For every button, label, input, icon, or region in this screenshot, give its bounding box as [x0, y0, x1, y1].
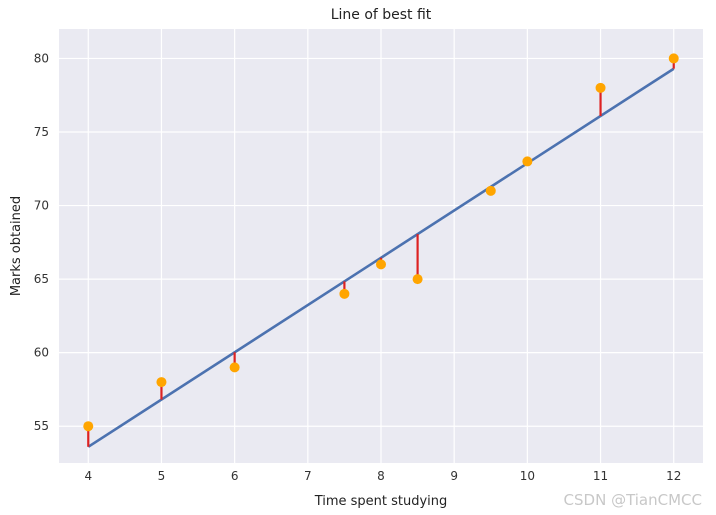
data-point — [412, 274, 423, 285]
x-tick-label: 11 — [593, 469, 608, 483]
x-tick-label: 4 — [84, 469, 92, 483]
y-axis-title: Marks obtained — [9, 196, 24, 296]
data-point — [668, 53, 679, 64]
y-tick-labels: 55 60 65 70 75 80 — [34, 51, 49, 433]
x-tick-label: 8 — [377, 469, 385, 483]
y-tick-label: 60 — [34, 346, 49, 360]
data-point — [156, 377, 167, 388]
x-tick-label: 10 — [520, 469, 535, 483]
y-tick-label: 55 — [34, 419, 49, 433]
x-axis-title: Time spent studying — [314, 494, 448, 509]
y-tick-label: 75 — [34, 125, 49, 139]
data-point — [229, 362, 240, 373]
data-point — [339, 288, 350, 299]
data-point — [485, 185, 496, 196]
x-tick-label: 9 — [450, 469, 458, 483]
data-point — [522, 156, 533, 167]
data-point — [595, 82, 606, 93]
chart-title: Line of best fit — [331, 7, 432, 23]
y-tick-label: 65 — [34, 272, 49, 286]
data-point — [83, 421, 94, 432]
x-tick-label: 7 — [304, 469, 312, 483]
x-tick-label: 12 — [666, 469, 681, 483]
x-tick-label: 5 — [158, 469, 166, 483]
data-point — [376, 259, 386, 270]
y-tick-label: 80 — [34, 51, 49, 65]
x-tick-labels: 4 5 6 7 8 9 10 11 12 — [84, 469, 681, 483]
data-points — [83, 53, 679, 432]
x-tick-label: 6 — [231, 469, 239, 483]
watermark: CSDN @TianCMCC — [563, 491, 702, 509]
y-tick-label: 70 — [34, 199, 49, 213]
